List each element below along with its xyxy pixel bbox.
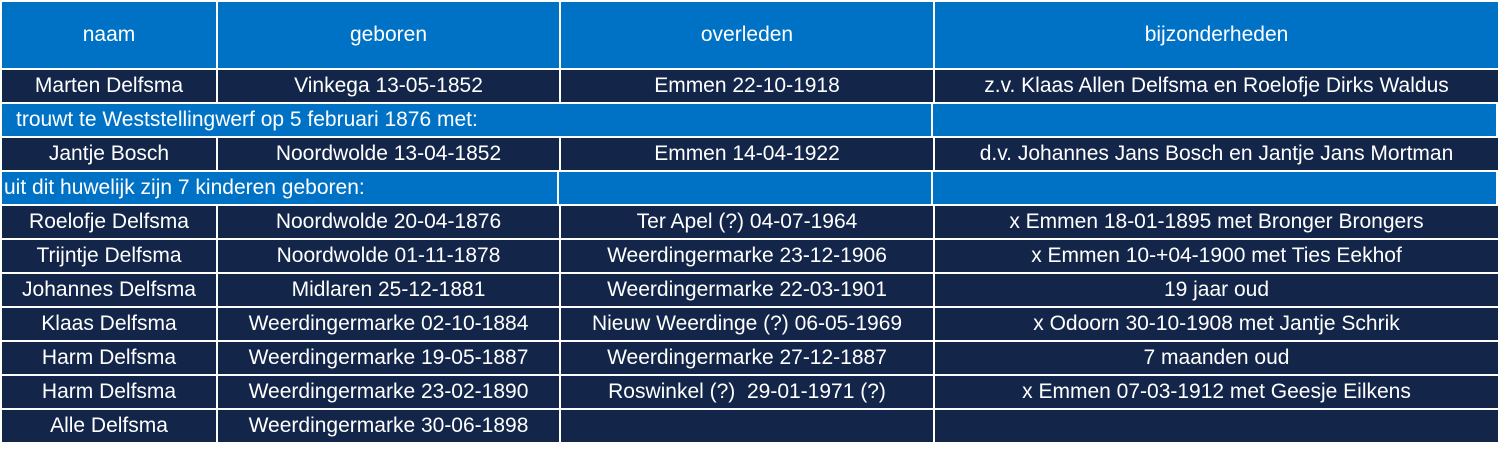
empty-cell bbox=[933, 104, 1496, 136]
empty-cell bbox=[559, 172, 931, 204]
cell-naam: Jantje Bosch bbox=[2, 138, 216, 170]
cell-bijzonderheden: 7 maanden oud bbox=[935, 342, 1498, 374]
cell-geboren: Weerdingermarke 23-02-1890 bbox=[218, 376, 559, 408]
marriage-note: trouwt te Weststellingwerf op 5 februari… bbox=[2, 104, 931, 136]
cell-bijzonderheden: 19 jaar oud bbox=[935, 274, 1498, 306]
cell-geboren: Noordwolde 01-11-1878 bbox=[218, 240, 559, 272]
cell-geboren: Weerdingermarke 19-05-1887 bbox=[218, 342, 559, 374]
cell-naam: Marten Delfsma bbox=[2, 70, 216, 102]
table-row: Roelofje Delfsma Noordwolde 20-04-1876 T… bbox=[2, 206, 1498, 238]
cell-bijzonderheden: x Emmen 10-+04-1900 met Ties Eekhof bbox=[935, 240, 1498, 272]
cell-overleden: Weerdingermarke 23-12-1906 bbox=[561, 240, 933, 272]
cell-overleden bbox=[561, 410, 933, 442]
header-naam: naam bbox=[2, 2, 216, 68]
table-row: Trijntje Delfsma Noordwolde 01-11-1878 W… bbox=[2, 240, 1498, 272]
cell-overleden: Roswinkel (?) 29-01-1971 (?) bbox=[561, 376, 933, 408]
cell-naam: Klaas Delfsma bbox=[2, 308, 216, 340]
cell-geboren: Noordwolde 13-04-1852 bbox=[218, 138, 559, 170]
table-row: Alle Delfsma Weerdingermarke 30-06-1898 bbox=[2, 410, 1498, 442]
cell-overleden: Weerdingermarke 27-12-1887 bbox=[561, 342, 933, 374]
cell-geboren: Weerdingermarke 30-06-1898 bbox=[218, 410, 559, 442]
cell-geboren: Midlaren 25-12-1881 bbox=[218, 274, 559, 306]
cell-bijzonderheden: d.v. Johannes Jans Bosch en Jantje Jans … bbox=[935, 138, 1498, 170]
cell-overleden: Ter Apel (?) 04-07-1964 bbox=[561, 206, 933, 238]
cell-naam: Alle Delfsma bbox=[2, 410, 216, 442]
header-geboren: geboren bbox=[218, 2, 559, 68]
cell-bijzonderheden bbox=[935, 410, 1498, 442]
cell-naam: Johannes Delfsma bbox=[2, 274, 216, 306]
genealogy-table: naam geboren overleden bijzonderheden Ma… bbox=[2, 2, 1498, 444]
cell-bijzonderheden: z.v. Klaas Allen Delfsma en Roelofje Dir… bbox=[935, 70, 1498, 102]
table-row: Klaas Delfsma Weerdingermarke 02-10-1884… bbox=[2, 308, 1498, 340]
table-header-row: naam geboren overleden bijzonderheden bbox=[2, 2, 1498, 68]
cell-naam: Roelofje Delfsma bbox=[2, 206, 216, 238]
cell-bijzonderheden: x Odoorn 30-10-1908 met Jantje Schrik bbox=[935, 308, 1498, 340]
children-note: uit dit huwelijk zijn 7 kinderen geboren… bbox=[2, 172, 557, 204]
marriage-note-row: trouwt te Weststellingwerf op 5 februari… bbox=[2, 104, 1498, 136]
header-overleden: overleden bbox=[561, 2, 933, 68]
table-row: Johannes Delfsma Midlaren 25-12-1881 Wee… bbox=[2, 274, 1498, 306]
cell-geboren: Vinkega 13-05-1852 bbox=[218, 70, 559, 102]
cell-geboren: Weerdingermarke 02-10-1884 bbox=[218, 308, 559, 340]
cell-overleden: Emmen 22-10-1918 bbox=[561, 70, 933, 102]
cell-naam: Harm Delfsma bbox=[2, 376, 216, 408]
cell-overleden: Nieuw Weerdinge (?) 06-05-1969 bbox=[561, 308, 933, 340]
table-row: Harm Delfsma Weerdingermarke 23-02-1890 … bbox=[2, 376, 1498, 408]
cell-naam: Trijntje Delfsma bbox=[2, 240, 216, 272]
cell-bijzonderheden: x Emmen 07-03-1912 met Geesje Eilkens bbox=[935, 376, 1498, 408]
children-note-row: uit dit huwelijk zijn 7 kinderen geboren… bbox=[2, 172, 1498, 204]
cell-naam: Harm Delfsma bbox=[2, 342, 216, 374]
header-bijzonderheden: bijzonderheden bbox=[935, 2, 1498, 68]
table-row: Marten Delfsma Vinkega 13-05-1852 Emmen … bbox=[2, 70, 1498, 102]
cell-overleden: Weerdingermarke 22-03-1901 bbox=[561, 274, 933, 306]
table-row: Harm Delfsma Weerdingermarke 19-05-1887 … bbox=[2, 342, 1498, 374]
cell-geboren: Noordwolde 20-04-1876 bbox=[218, 206, 559, 238]
empty-cell bbox=[933, 172, 1496, 204]
table-row: Jantje Bosch Noordwolde 13-04-1852 Emmen… bbox=[2, 138, 1498, 170]
cell-bijzonderheden: x Emmen 18-01-1895 met Bronger Brongers bbox=[935, 206, 1498, 238]
cell-overleden: Emmen 14-04-1922 bbox=[561, 138, 933, 170]
